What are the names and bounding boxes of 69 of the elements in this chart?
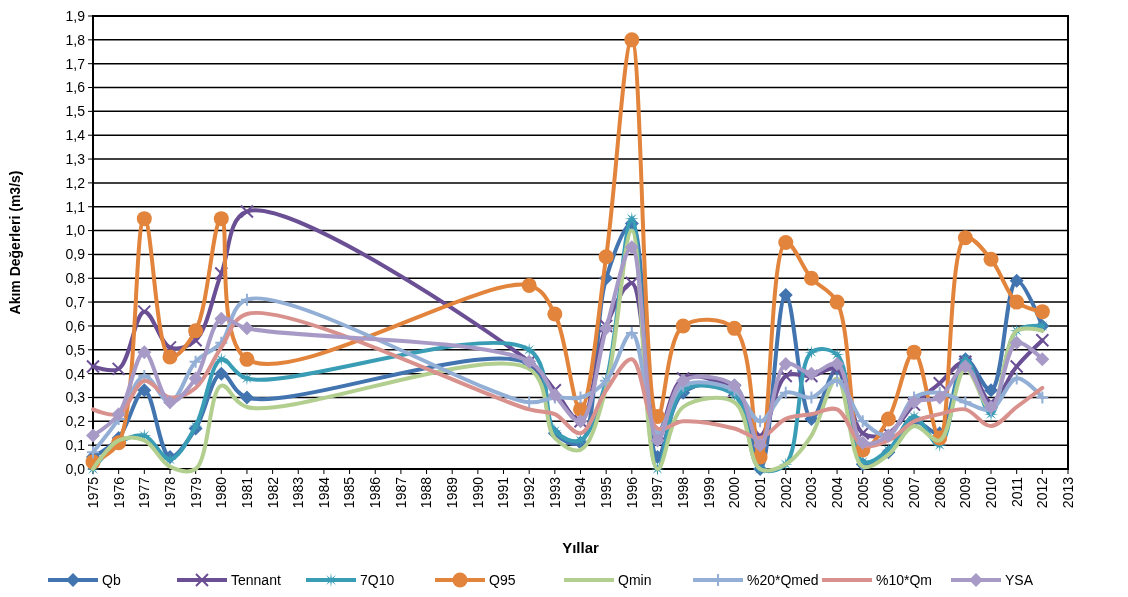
x-tick-label: 1987 [392, 476, 409, 509]
x-tick-label: 2007 [905, 476, 922, 509]
y-tick-label: 0,9 [65, 246, 86, 263]
y-tick-label: 1,3 [65, 150, 86, 167]
x-tick-label: 1993 [546, 476, 563, 509]
x-tick-label: 1996 [623, 476, 640, 509]
x-tick-label: 2012 [1034, 476, 1051, 509]
x-tick-label: 2004 [828, 476, 845, 509]
y-tick-label: 0,4 [65, 365, 86, 382]
y-tick-label: 0,0 [65, 460, 86, 477]
y-tick-label: 0,8 [65, 270, 86, 287]
y-tick-label: 1,1 [65, 198, 86, 215]
y-tick-label: 0,3 [65, 389, 86, 406]
y-tick-label: 1,9 [65, 7, 86, 24]
y-tick-label: 1,8 [65, 31, 86, 48]
x-tick-label: 2009 [957, 476, 974, 509]
y-tick-label: 1,0 [65, 222, 86, 239]
legend-label: Qmin [618, 571, 652, 588]
y-tick-label: 0,5 [65, 341, 86, 358]
y-tick-label: 1,7 [65, 55, 86, 72]
y-tick-label: 1,5 [65, 103, 86, 120]
y-tick-label: 1,2 [65, 174, 86, 191]
x-tick-label: 1985 [341, 476, 358, 509]
x-tick-label: 1979 [187, 476, 204, 509]
x-tick-label: 1989 [444, 476, 461, 509]
y-tick-label: 1,6 [65, 79, 86, 96]
x-tick-label: 2010 [982, 476, 999, 509]
x-tick-label: 1990 [469, 476, 486, 509]
legend-label: %20*Qmed [747, 571, 819, 588]
x-tick-label: 2002 [777, 476, 794, 509]
x-tick-label: 2013 [1059, 476, 1076, 509]
legend-label: Tennant [231, 571, 281, 588]
x-tick-label: 1991 [495, 476, 512, 509]
x-tick-label: 1997 [649, 476, 666, 509]
y-tick-label: 0,1 [65, 437, 86, 454]
legend-label: YSA [1005, 571, 1034, 588]
x-tick-label: 2008 [931, 476, 948, 509]
x-tick-label: 1994 [572, 476, 589, 509]
x-tick-label: 1999 [700, 476, 717, 509]
y-axis-title: Akım Değerleri (m3/s) [7, 170, 23, 315]
y-tick-label: 0,2 [65, 413, 86, 430]
x-tick-label: 1976 [110, 476, 127, 509]
x-tick-label: 1978 [161, 476, 178, 509]
x-tick-label: 1998 [675, 476, 692, 509]
y-tick-label: 0,7 [65, 294, 86, 311]
x-tick-label: 1986 [367, 476, 384, 509]
legend-label: %10*Qm [876, 571, 933, 588]
x-tick-label: 1988 [418, 476, 435, 509]
x-tick-label: 1984 [315, 476, 332, 509]
x-tick-label: 1977 [136, 476, 153, 509]
y-tick-label: 1,4 [65, 127, 86, 144]
x-tick-label: 2005 [854, 476, 871, 509]
x-tick-label: 2000 [726, 476, 743, 509]
x-tick-label: 1995 [598, 476, 615, 509]
x-tick-label: 1980 [213, 476, 230, 509]
x-tick-label: 1981 [238, 476, 255, 509]
legend-label: Q95 [489, 571, 516, 588]
y-tick-label: 0,6 [65, 317, 86, 334]
x-tick-label: 1992 [521, 476, 538, 509]
x-tick-label: 2001 [752, 476, 769, 509]
x-tick-label: 1975 [84, 476, 101, 509]
legend-label: Qb [102, 571, 121, 588]
x-axis-title: Yıllar [562, 539, 600, 556]
x-tick-label: 1982 [264, 476, 281, 509]
x-tick-label: 2003 [803, 476, 820, 509]
legend-label: 7Q10 [360, 571, 395, 588]
x-tick-label: 2011 [1008, 476, 1025, 508]
x-tick-label: 2006 [880, 476, 897, 509]
x-tick-label: 1983 [290, 476, 307, 509]
